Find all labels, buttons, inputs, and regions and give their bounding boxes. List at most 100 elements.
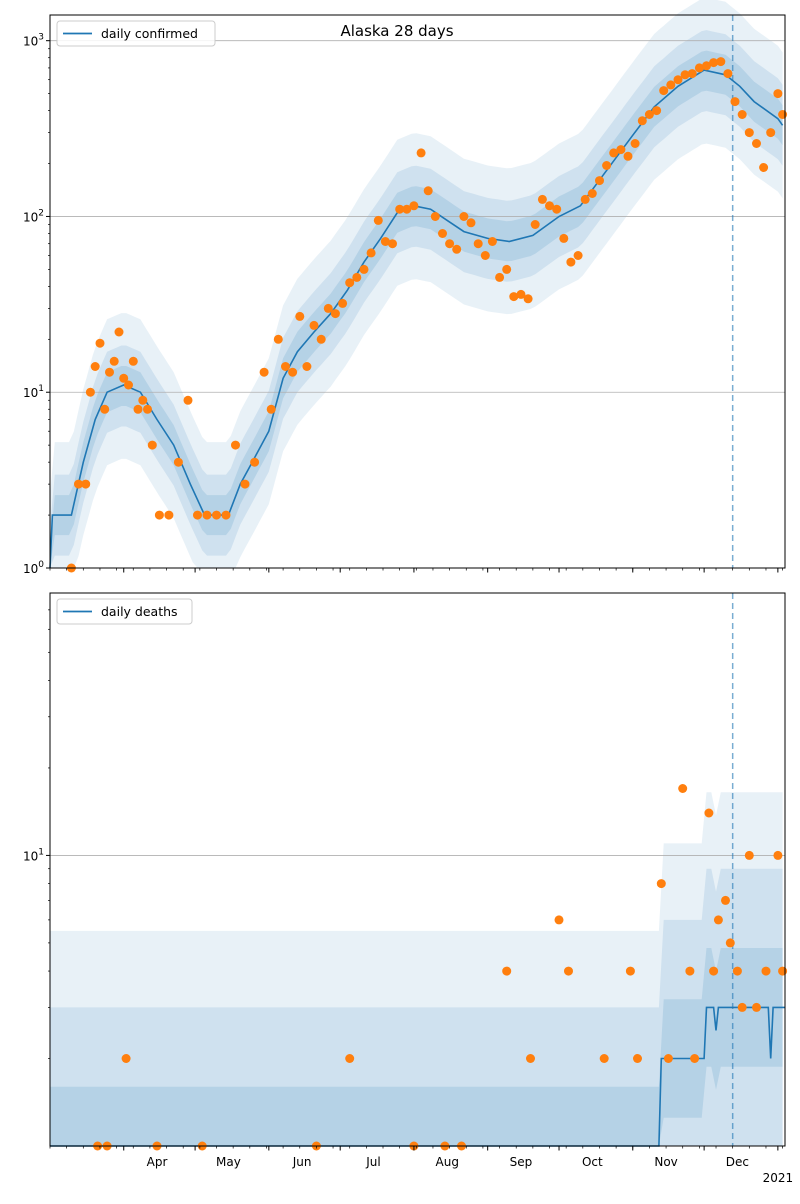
observed-point bbox=[737, 1002, 747, 1012]
observed-point bbox=[105, 367, 114, 377]
observed-point bbox=[114, 327, 124, 337]
observed-point bbox=[345, 1054, 355, 1063]
observed-point bbox=[685, 966, 695, 976]
observed-point bbox=[616, 145, 626, 155]
uncertainty-band-3 bbox=[50, 948, 783, 1146]
observed-point bbox=[480, 251, 490, 260]
observed-point bbox=[438, 229, 447, 238]
observed-point bbox=[338, 298, 348, 308]
observed-point bbox=[330, 309, 340, 319]
observed-point bbox=[395, 204, 405, 214]
confirmed-legend: daily confirmed bbox=[56, 20, 216, 47]
observed-point bbox=[690, 1054, 700, 1063]
x-tick-label-0: Apr bbox=[147, 1155, 168, 1169]
observed-point bbox=[124, 380, 133, 390]
observed-point bbox=[566, 257, 576, 267]
observed-point bbox=[637, 116, 647, 126]
observed-point bbox=[273, 334, 283, 344]
observed-point bbox=[309, 320, 319, 330]
observed-point bbox=[656, 879, 666, 889]
observed-point bbox=[147, 440, 157, 450]
observed-point bbox=[516, 289, 526, 299]
observed-point bbox=[716, 57, 726, 67]
deaths-uncertainty-bands bbox=[50, 792, 783, 1146]
observed-point bbox=[778, 966, 788, 976]
observed-point bbox=[109, 356, 119, 366]
observed-point bbox=[373, 215, 383, 225]
uncertainty-band-2 bbox=[50, 30, 783, 569]
observed-point bbox=[744, 850, 754, 860]
observed-point bbox=[74, 479, 83, 489]
observed-point bbox=[119, 373, 129, 383]
observed-point bbox=[345, 278, 355, 288]
observed-point bbox=[295, 311, 305, 321]
observed-point bbox=[652, 106, 662, 116]
observed-point bbox=[704, 808, 714, 818]
deaths-plot-frame bbox=[49, 592, 786, 1147]
x-tick-label-2: Jun bbox=[292, 1155, 312, 1169]
observed-point bbox=[559, 233, 569, 243]
observed-point bbox=[502, 966, 512, 976]
observed-point bbox=[173, 457, 183, 467]
observed-point bbox=[644, 110, 654, 119]
observed-point bbox=[587, 189, 597, 198]
observed-point bbox=[702, 61, 711, 71]
observed-point bbox=[659, 86, 669, 96]
observed-point bbox=[423, 186, 433, 196]
observed-point bbox=[402, 204, 412, 214]
x-tick-label-3: Jul bbox=[365, 1155, 380, 1169]
observed-point bbox=[183, 395, 193, 405]
observed-point bbox=[221, 510, 231, 520]
x-tick-label-8: Dec bbox=[726, 1155, 749, 1169]
observed-point bbox=[625, 966, 635, 976]
observed-point bbox=[85, 387, 95, 397]
observed-point bbox=[95, 338, 105, 348]
confirmed-observed-points bbox=[66, 57, 788, 573]
observed-point bbox=[732, 966, 742, 976]
observed-point bbox=[202, 510, 212, 520]
observed-point bbox=[545, 201, 554, 211]
observed-point bbox=[580, 194, 590, 204]
observed-point bbox=[744, 128, 754, 138]
observed-point bbox=[250, 457, 260, 467]
x-tick-label-1: May bbox=[216, 1155, 241, 1169]
uncertainty-band-1 bbox=[50, 792, 783, 1146]
observed-point bbox=[552, 204, 562, 214]
observed-point bbox=[678, 784, 688, 793]
observed-point bbox=[759, 163, 769, 172]
observed-point bbox=[554, 915, 564, 925]
observed-point bbox=[281, 362, 290, 371]
observed-point bbox=[388, 239, 397, 249]
observed-point bbox=[773, 850, 783, 860]
observed-point bbox=[133, 404, 143, 414]
observed-point bbox=[666, 80, 676, 90]
confirmed-legend-box bbox=[56, 20, 216, 47]
observed-point bbox=[564, 966, 573, 976]
observed-point bbox=[473, 239, 483, 249]
observed-point bbox=[623, 151, 633, 161]
observed-point bbox=[633, 1054, 642, 1063]
observed-point bbox=[609, 148, 619, 158]
observed-point bbox=[430, 212, 440, 221]
observed-point bbox=[259, 367, 269, 377]
observed-point bbox=[502, 264, 512, 274]
observed-point bbox=[288, 367, 298, 377]
observed-point bbox=[713, 915, 723, 925]
uncertainty-band-2 bbox=[50, 868, 783, 1146]
observed-point bbox=[452, 244, 462, 254]
observed-point bbox=[409, 201, 419, 211]
deaths-panel: 101 AprMayJunJulAugSepOctNovDecJan2021 d… bbox=[23, 592, 793, 1185]
observed-point bbox=[143, 404, 152, 414]
observed-point bbox=[778, 110, 788, 119]
observed-point bbox=[380, 237, 390, 246]
deaths-legend: daily deaths bbox=[56, 598, 193, 625]
observed-point bbox=[630, 139, 640, 148]
observed-point bbox=[466, 218, 476, 228]
observed-point bbox=[766, 128, 776, 138]
x-tick-label-6: Oct bbox=[582, 1155, 603, 1169]
observed-point bbox=[680, 70, 690, 80]
observed-point bbox=[193, 510, 202, 520]
observed-point bbox=[526, 1054, 535, 1063]
